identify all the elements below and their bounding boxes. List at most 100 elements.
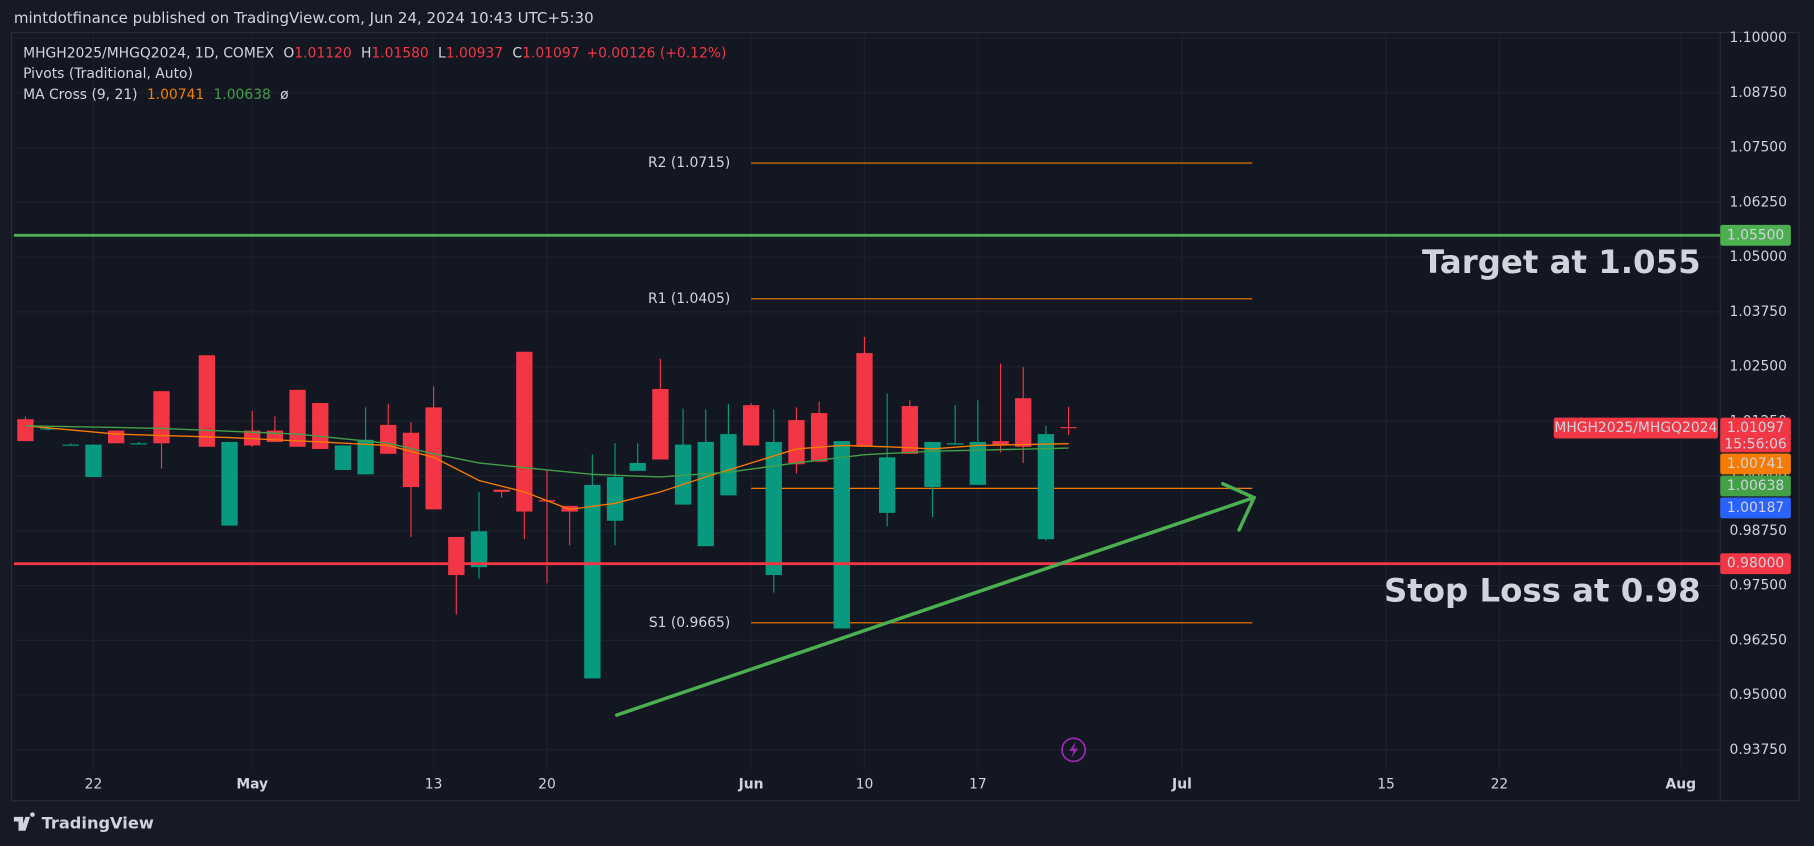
price-tag-label: 1.01097 (1727, 420, 1784, 436)
ma-line (25, 425, 1069, 478)
price-tag-label: 1.00187 (1727, 500, 1784, 516)
candle-body (266, 430, 284, 442)
x-tick-label: 22 (85, 777, 103, 793)
price-tag (1720, 497, 1791, 519)
l-value: 1.00937 (446, 45, 503, 61)
candle-body (221, 441, 238, 526)
pivots-title: Pivots (Traditional, Auto) (23, 66, 193, 82)
alert-icon[interactable] (1061, 737, 1087, 763)
price-tag-label: 1.00741 (1727, 456, 1784, 472)
footer-logo[interactable]: TradingView (13, 812, 154, 832)
y-tick-label: 0.98750 (1730, 523, 1787, 539)
candle-body (788, 420, 805, 465)
candle-body (856, 353, 873, 447)
x-tick-label: Jul (1171, 777, 1192, 793)
ma-title: MA Cross (9, 21) (23, 87, 137, 103)
legend-line3: MA Cross (9, 21) 1.00741 1.00638 ø (23, 87, 288, 103)
candle-body (130, 443, 147, 445)
y-tick-label: 1.10000 (1730, 30, 1787, 46)
ma-symbol: ø (280, 87, 289, 103)
x-tick-label: 20 (538, 777, 556, 793)
ma-slow-value: 1.00638 (213, 87, 270, 103)
level-tag (1720, 553, 1791, 575)
price-tag-label: 1.00638 (1727, 478, 1784, 494)
candle-body (765, 441, 782, 576)
candle-body (380, 424, 397, 454)
legend-line1: MHGH2025/MHGQ2024, 1D, COMEX O1.01120 H1.0… (23, 45, 726, 61)
ma-fast-value: 1.00741 (147, 87, 204, 103)
candle-body (1060, 427, 1077, 429)
icon-bolt (1068, 741, 1079, 758)
candle-body (1015, 398, 1032, 447)
level-tag-label: 1.05500 (1727, 227, 1784, 243)
candle-body (402, 432, 420, 488)
y-tick-label: 1.03750 (1730, 304, 1787, 320)
candle-body (62, 444, 79, 446)
level-tag-label: 0.98000 (1727, 556, 1784, 572)
candle-body (584, 484, 601, 679)
candle-body (1037, 434, 1055, 540)
y-tick-label: 1.08750 (1730, 85, 1787, 101)
x-tick-label: 17 (969, 777, 987, 793)
candle-body (85, 444, 102, 477)
candle-body (39, 428, 57, 430)
pivot-label: R2 (1.0715) (648, 155, 730, 171)
candle-body (947, 443, 964, 445)
candle-body (493, 489, 510, 492)
candle-body (425, 407, 442, 510)
price-tag (1720, 417, 1791, 453)
symbol-tag-label: MHGH2025/MHGQ2024 (1554, 420, 1717, 436)
level-label: Stop Loss at 0.98 (1384, 572, 1701, 610)
y-tick-label: 1.06250 (1730, 194, 1787, 210)
candle-body (924, 441, 941, 488)
pivot-label: R1 (1.0405) (648, 291, 730, 307)
candle-body (448, 536, 465, 576)
logo-mark (13, 812, 35, 831)
candle-body (17, 419, 34, 442)
symbol: MHGH2025/MHGQ2024, 1D, COMEX (23, 45, 274, 61)
level-label: Target at 1.055 (1422, 243, 1701, 281)
candle-body (901, 406, 918, 454)
candle-body (674, 444, 692, 505)
x-tick-label: 22 (1491, 777, 1509, 793)
price-tag (1720, 475, 1791, 497)
x-tick-label: May (236, 777, 268, 793)
candle-body (833, 441, 850, 629)
candle-body (652, 388, 669, 460)
o-value: 1.01120 (294, 45, 351, 61)
candle-body (107, 430, 125, 444)
candle-body (470, 531, 488, 568)
candle-body (742, 405, 760, 446)
candle-body (810, 413, 828, 462)
candle-body (198, 355, 216, 447)
symbol-tag (1553, 417, 1718, 439)
publisher: mintdotfinance published on TradingView.… (14, 9, 594, 27)
candle-body (992, 441, 1009, 445)
o-key: O (283, 45, 294, 61)
change: +0.00126 (+0.12%) (586, 45, 726, 61)
ma-line (25, 425, 1069, 511)
y-tick-label: 1.07500 (1730, 140, 1787, 156)
price-tag (1720, 453, 1791, 475)
c-value: 1.01097 (522, 45, 579, 61)
icon-circle (1061, 737, 1087, 763)
candle-body (629, 462, 646, 471)
candle-body (878, 457, 896, 513)
candle-body (606, 476, 624, 521)
x-tick-label: 15 (1377, 777, 1395, 793)
candle-body (153, 391, 170, 444)
arrow-line (614, 495, 1256, 717)
y-tick-label: 1.05000 (1730, 249, 1787, 265)
candle-body (697, 441, 714, 547)
brand: TradingView (42, 813, 154, 832)
y-tick-label: 0.97500 (1730, 578, 1787, 594)
candle-body (289, 389, 306, 447)
h-value: 1.01580 (371, 45, 428, 61)
trend-arrow (614, 482, 1257, 717)
pivot-label: S1 (0.9665) (649, 615, 730, 631)
candle-body (969, 441, 987, 485)
l-key: L (438, 45, 446, 61)
candle-body (334, 445, 352, 470)
c-key: C (512, 45, 522, 61)
